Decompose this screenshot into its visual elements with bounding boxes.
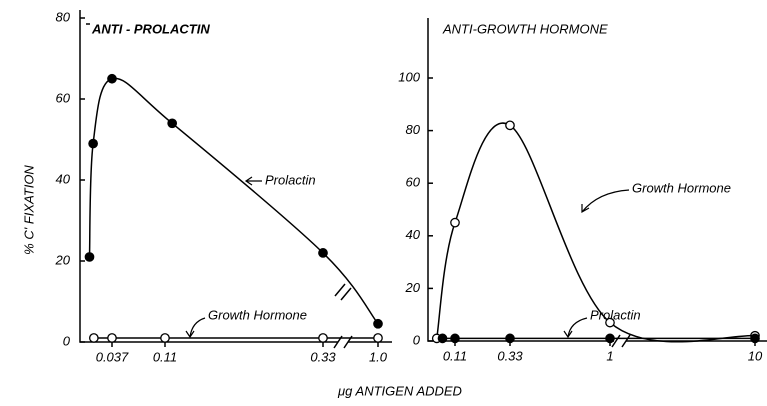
y-tick-label: 0 xyxy=(63,333,71,348)
data-point xyxy=(167,118,178,129)
y-tick-label: 20 xyxy=(55,252,71,267)
series-label: Growth Hormone xyxy=(208,307,307,322)
annotation-arrow xyxy=(581,189,630,214)
data-point xyxy=(450,217,460,228)
data-point xyxy=(88,138,98,149)
data-point xyxy=(107,73,117,84)
data-point xyxy=(605,317,615,328)
x-tick-label: 0.11 xyxy=(153,349,177,364)
x-tick-label: 1.0 xyxy=(369,349,388,364)
x-tick-label: 0.037 xyxy=(96,349,129,364)
data-point xyxy=(107,333,117,343)
y-tick-label: 40 xyxy=(406,227,421,242)
y-tick-label: 0 xyxy=(413,332,421,347)
data-point xyxy=(160,333,170,343)
y-tick-label: 100 xyxy=(398,69,420,84)
data-point xyxy=(605,333,615,344)
y-tick-label: 20 xyxy=(405,280,421,295)
x-axis-label: μg ANTIGEN ADDED xyxy=(337,383,462,398)
data-point xyxy=(750,333,760,344)
data-point xyxy=(88,333,99,343)
x-tick-label: 0.33 xyxy=(497,348,523,363)
x-tick-label: 10 xyxy=(748,348,763,363)
panel-title: ANTI - PROLACTIN xyxy=(91,21,210,36)
series-line xyxy=(436,122,756,343)
data-point xyxy=(505,333,515,344)
y-tick-label: 40 xyxy=(56,171,71,186)
annotation-arrow xyxy=(563,317,588,339)
x-tick-label: 0.33 xyxy=(310,349,336,364)
panel-title: ANTI-GROWTH HORMONE xyxy=(442,21,608,36)
data-point xyxy=(84,252,95,262)
data-point xyxy=(437,333,448,344)
series-label: Growth Hormone xyxy=(632,180,731,195)
data-point xyxy=(373,318,383,329)
annotation-arrow xyxy=(244,176,262,186)
series-label: Prolactin xyxy=(590,307,641,322)
data-point xyxy=(450,333,460,344)
y-tick-label: 80 xyxy=(56,9,71,24)
axis-break xyxy=(611,334,631,348)
y-tick-label: 80 xyxy=(406,122,421,137)
x-tick-label: 1 xyxy=(606,348,613,363)
data-point xyxy=(318,248,328,258)
series-label: Prolactin xyxy=(265,172,316,187)
data-point xyxy=(373,333,383,343)
y-axis-label: % C' FIXATION xyxy=(21,165,36,255)
y-tick-label: 60 xyxy=(406,175,421,190)
annotation-arrow xyxy=(185,317,206,339)
axis-break xyxy=(334,283,352,301)
y-tick-label: 60 xyxy=(56,90,71,105)
x-tick-label: 0.11 xyxy=(443,348,467,363)
series-line xyxy=(88,77,379,325)
data-point xyxy=(505,120,515,131)
data-point xyxy=(318,333,328,343)
